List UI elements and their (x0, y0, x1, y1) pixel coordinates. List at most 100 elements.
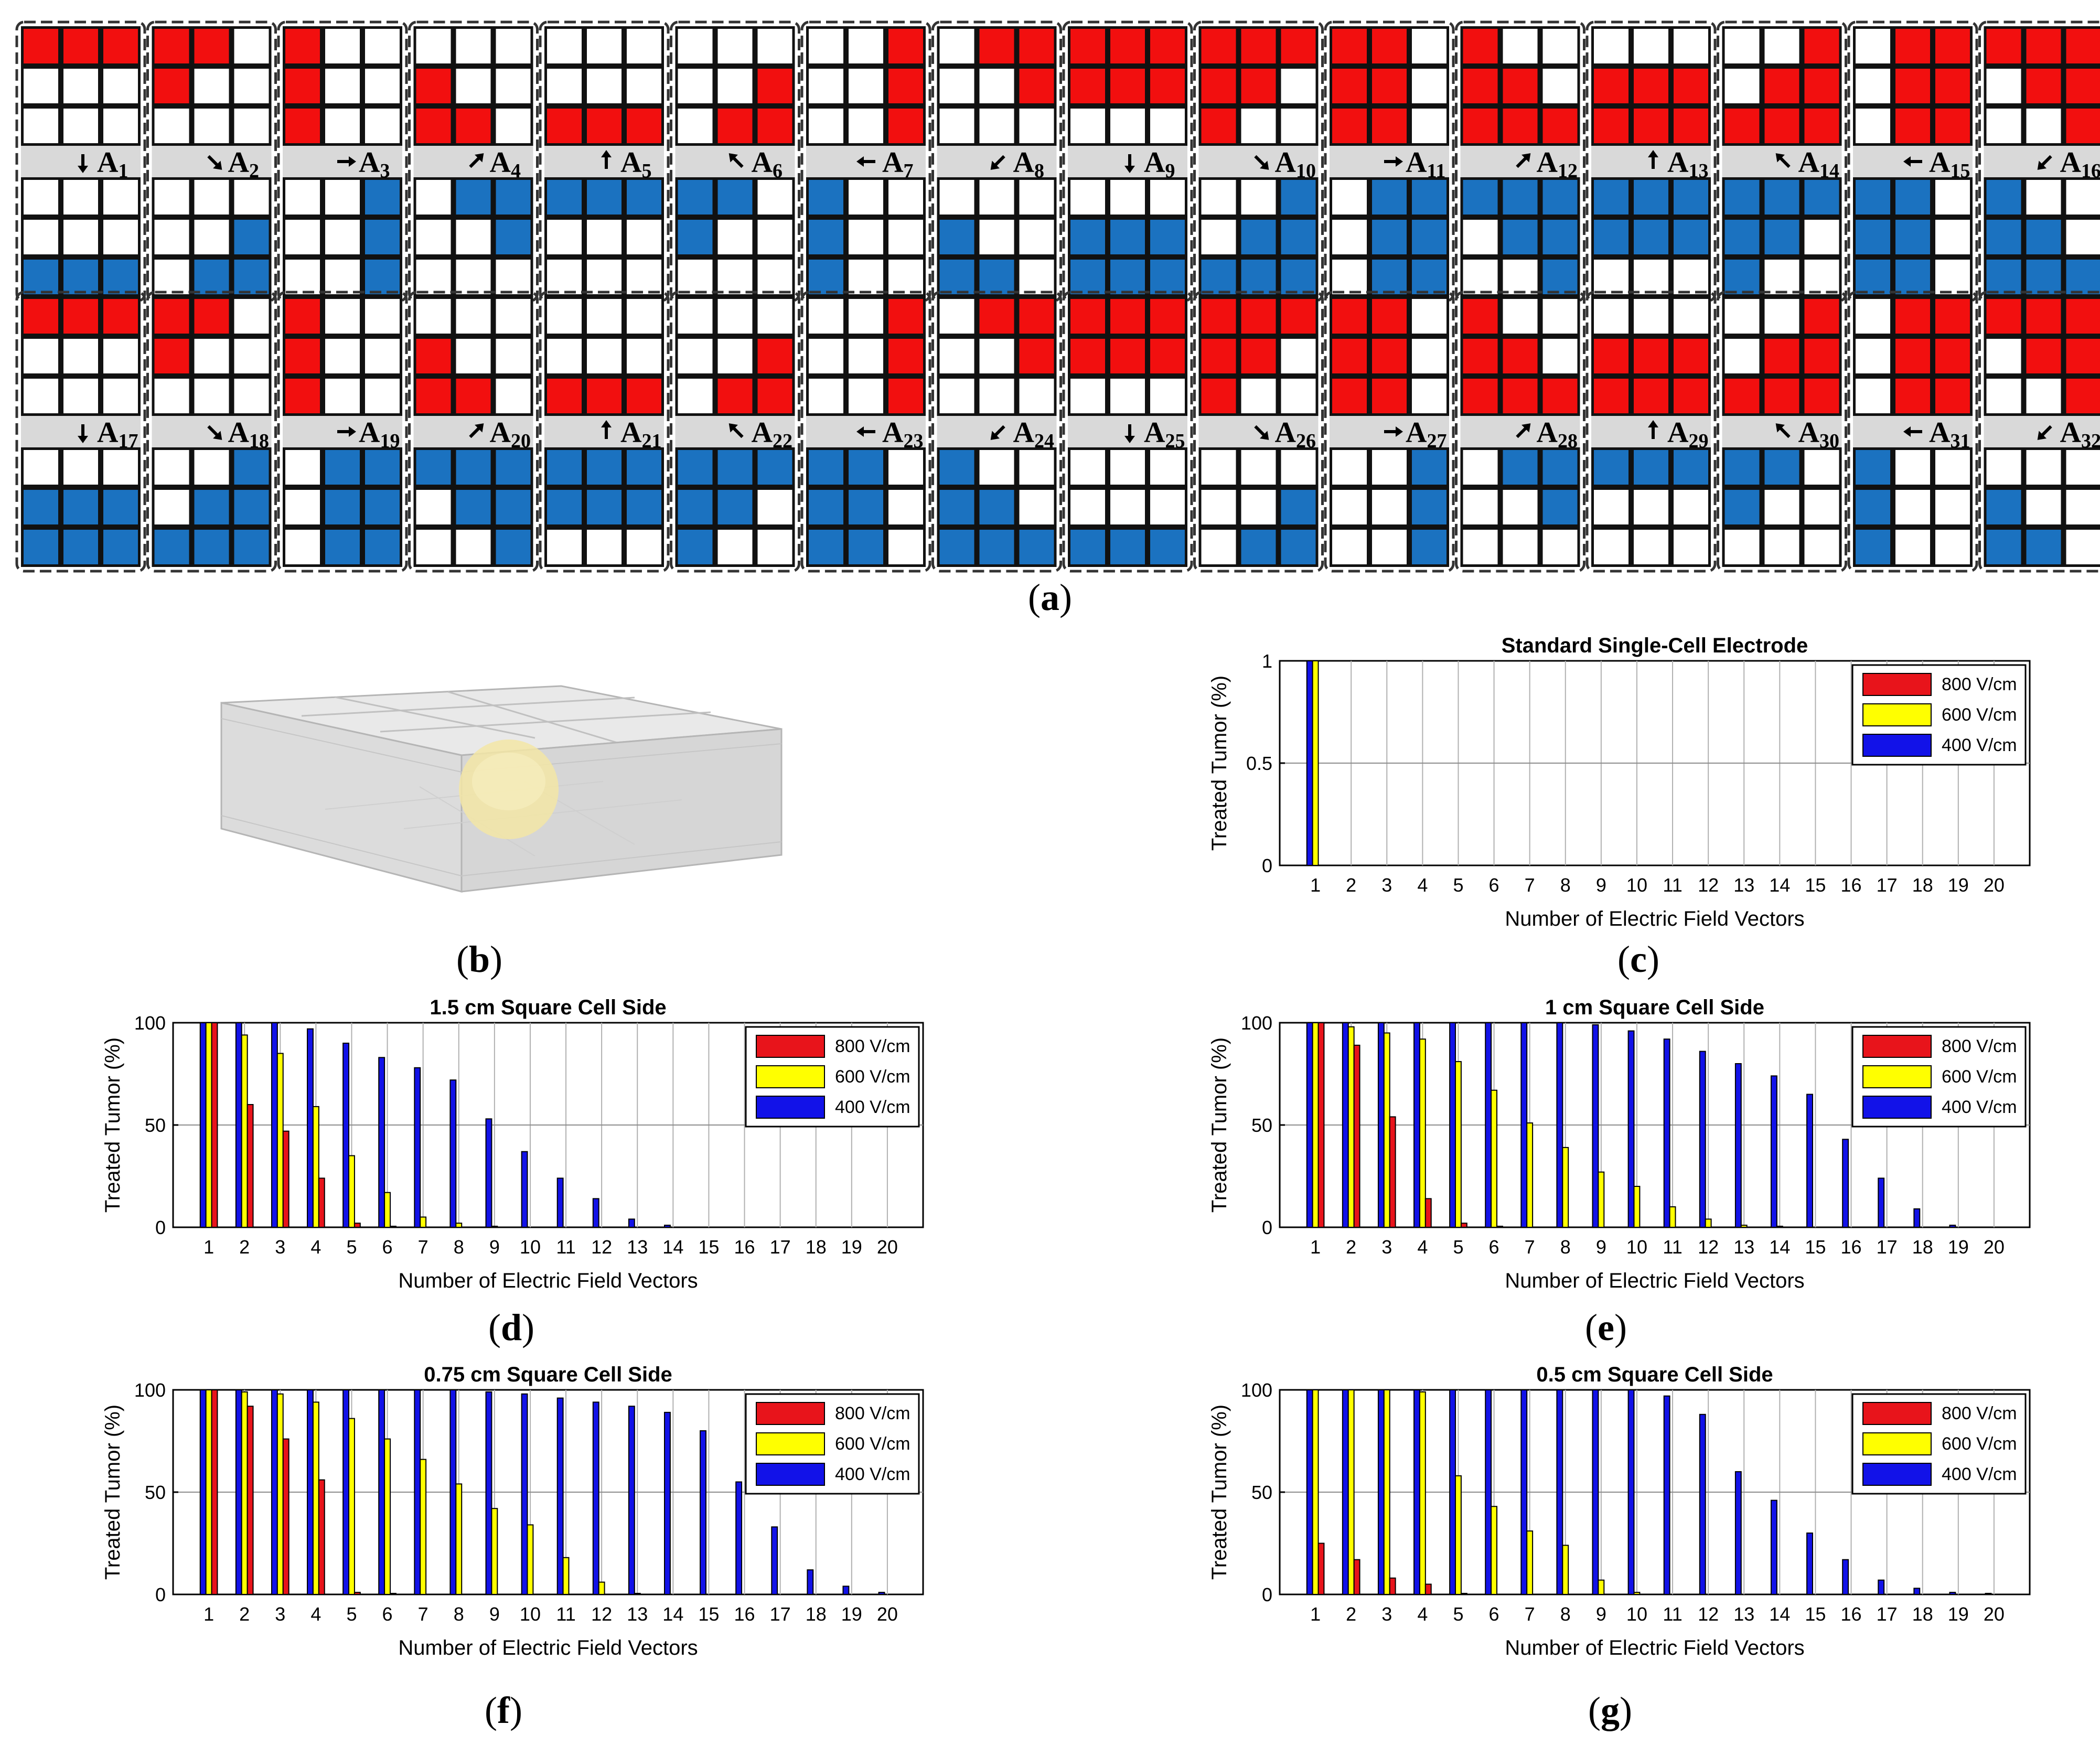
bar-400-v-cm (378, 1389, 385, 1595)
electrode-cell-active (587, 490, 622, 524)
electrode-cell-active (365, 180, 400, 215)
electrode-cell-inactive (1201, 530, 1236, 564)
electrode-cell-inactive (1332, 180, 1367, 215)
x-tick-label: 7 (418, 1603, 428, 1625)
electrode-cell-inactive (194, 220, 229, 254)
electrode-cell-active (103, 490, 138, 524)
chart-title: 0.5 cm Square Cell Side (1536, 1363, 1773, 1386)
x-tick-label: 16 (1841, 874, 1862, 896)
y-tick-label: 100 (1241, 1379, 1272, 1401)
bar-600-v-cm (420, 1216, 427, 1228)
electrode-cell-inactive (979, 339, 1014, 373)
electrode-cell-inactive (24, 379, 58, 413)
x-tick-label: 7 (418, 1236, 428, 1258)
electrode-cell-active (1150, 220, 1185, 254)
tile-positive-grid (1853, 26, 1973, 146)
electrode-cell-active (1503, 109, 1538, 143)
electrode-cell-active (2066, 379, 2100, 413)
x-tick-label: 1 (203, 1236, 214, 1258)
electrode-cell-inactive (1724, 69, 1760, 103)
electrode-cell-active (1542, 180, 1578, 215)
electrode-cell-inactive (1110, 109, 1145, 143)
electrode-cell-inactive (849, 220, 883, 254)
electrode-cell-inactive (63, 339, 98, 373)
tile-negative-grid (675, 177, 795, 297)
tile-positive-grid (1984, 26, 2100, 146)
y-axis-label: Treated Tumor (%) (1208, 1405, 1231, 1580)
electrode-cell-inactive (1201, 490, 1236, 524)
electrode-cell-active (1986, 220, 2021, 254)
bar-400-v-cm (1699, 1051, 1706, 1228)
electrode-tile: A21 (539, 291, 670, 573)
electrode-cell-active (1201, 339, 1236, 373)
electrode-cell-active (456, 490, 491, 524)
x-tick-label: 2 (1346, 1236, 1356, 1258)
tile-separator (544, 146, 664, 177)
x-tick-label: 16 (734, 1603, 755, 1625)
bar-600-v-cm (1383, 1032, 1390, 1228)
electrode-cell-active (456, 180, 491, 215)
legend-swatch (1862, 1035, 1932, 1058)
electrode-cell-inactive (234, 29, 269, 63)
electrode-cell-active (627, 379, 661, 413)
electrode-cell-active (1986, 29, 2021, 63)
bar-400-v-cm (1306, 1389, 1313, 1595)
tile-positive-grid (1068, 296, 1187, 416)
electrode-cell-active (285, 109, 320, 143)
x-tick-label: 6 (382, 1603, 393, 1625)
electrode-cell-inactive (24, 180, 58, 215)
bar-800-v-cm (318, 1479, 325, 1595)
electrode-cell-active (456, 379, 491, 413)
electrode-cell-inactive (717, 299, 753, 334)
electrode-cell-inactive (63, 220, 98, 254)
electrode-cell-active (1110, 530, 1145, 564)
bar-800-v-cm (247, 1406, 254, 1595)
bar-400-v-cm (485, 1118, 492, 1228)
electrode-tile: A26 (1193, 291, 1324, 573)
electrode-cell-inactive (1332, 260, 1367, 294)
tile-positive-grid (1198, 26, 1319, 146)
bar-600-v-cm (1669, 1206, 1676, 1228)
electrode-cell-active (939, 260, 974, 294)
bar-400-v-cm (556, 1397, 564, 1595)
electrode-cell-active (1674, 450, 1708, 485)
electrode-cell-active (1241, 220, 1276, 254)
electrode-cell-active (1764, 109, 1799, 143)
electrode-cell-inactive (1281, 450, 1316, 485)
electrode-cell-active (24, 490, 58, 524)
electrode-cell-inactive (416, 530, 451, 564)
electrode-cell-active (717, 109, 753, 143)
field-direction-arrow-icon (337, 156, 356, 167)
bar-400-v-cm (1878, 1579, 1885, 1595)
tile-separator (1984, 416, 2100, 447)
electrode-cell-inactive (2026, 450, 2061, 485)
electrode-cell-active (1150, 530, 1185, 564)
electrode-cell-active (888, 29, 923, 63)
electrode-cell-inactive (587, 530, 622, 564)
field-direction-arrow-icon (728, 153, 744, 168)
tile-dashed-border (539, 291, 670, 573)
electrode-cell-active (1281, 299, 1316, 334)
electrode-cell-inactive (587, 339, 622, 373)
electrode-cell-active (1895, 220, 1930, 254)
electrode-cell-active (979, 530, 1014, 564)
electrode-cell-active (1895, 260, 1930, 294)
electrode-cell-inactive (103, 220, 138, 254)
electrode-cell-active (1412, 450, 1447, 485)
electrode-cell-inactive (365, 379, 400, 413)
electrode-cell-active (939, 450, 974, 485)
electrode-cell-active (1542, 490, 1578, 524)
bar-600-v-cm (312, 1106, 319, 1228)
legend-label: 800 V/cm (1942, 674, 2017, 694)
x-tick-label: 14 (662, 1603, 683, 1625)
electrode-cell-inactive (1542, 299, 1578, 334)
x-tick-label: 17 (770, 1603, 791, 1625)
electrode-cell-active (1804, 299, 1839, 334)
bar-800-v-cm (1317, 1542, 1325, 1595)
bar-400-v-cm (1913, 1208, 1921, 1228)
electrode-tile: A12 (1455, 20, 1585, 303)
tile-negative-grid (413, 177, 533, 297)
tile-positive-grid (544, 296, 664, 416)
electrode-cell-active (416, 450, 451, 485)
electrode-cell-active (1594, 69, 1628, 103)
